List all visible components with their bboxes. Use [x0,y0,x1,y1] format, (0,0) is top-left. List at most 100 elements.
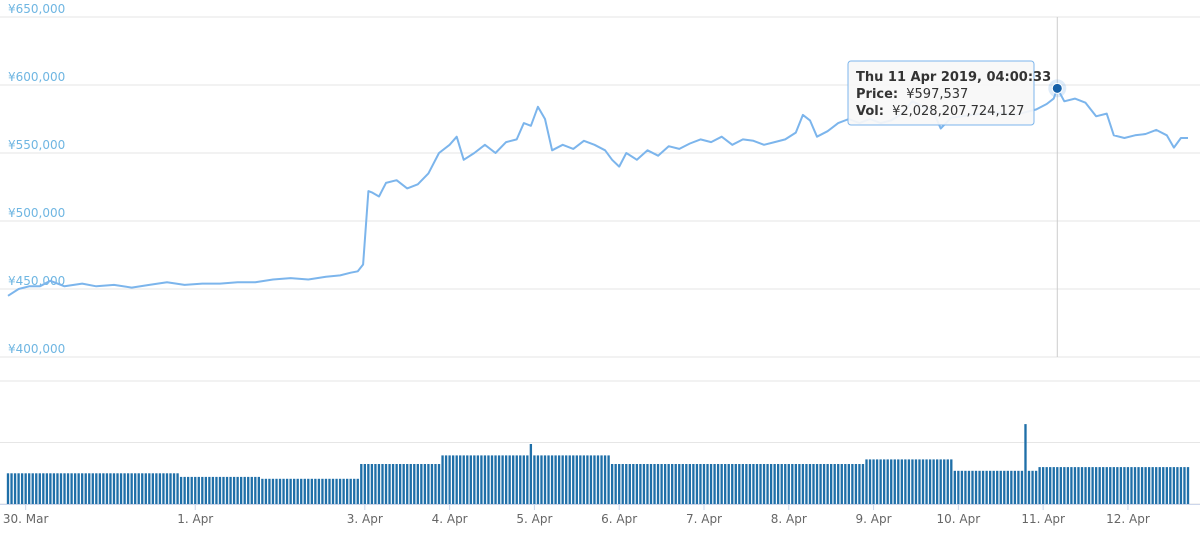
volume-bar[interactable] [116,473,119,505]
volume-bar[interactable] [20,473,24,505]
volume-bar[interactable] [663,464,667,504]
volume-bar[interactable] [996,470,999,504]
volume-bar[interactable] [519,455,522,504]
volume-bar[interactable] [300,478,303,504]
volume-bar[interactable] [780,464,783,504]
volume-bar[interactable] [42,473,45,505]
volume-bar[interactable] [522,455,525,504]
volume-bar[interactable] [1094,467,1098,504]
volume-bar[interactable] [285,478,289,504]
volume-bar[interactable] [73,473,77,505]
volume-bar[interactable] [565,455,568,504]
volume-bar[interactable] [695,464,699,504]
volume-bar[interactable] [988,470,992,504]
volume-bar[interactable] [646,464,649,504]
volume-bar[interactable] [1073,467,1077,504]
volume-bar[interactable] [1123,467,1126,504]
volume-bar[interactable] [635,464,639,504]
volume-bar[interactable] [526,455,529,504]
volume-bar[interactable] [879,459,882,504]
volume-bar[interactable] [752,464,755,504]
volume-bar[interactable] [1080,467,1084,504]
volume-bar[interactable] [1003,470,1006,504]
volume-bar[interactable] [953,470,956,504]
volume-bar[interactable] [293,478,296,504]
volume-bar[interactable] [1034,470,1038,504]
volume-bar[interactable] [936,459,939,504]
volume-bar[interactable] [865,459,868,504]
volume-bar[interactable] [169,473,172,505]
volume-bar[interactable] [1140,467,1144,504]
volume-bar[interactable] [1109,467,1112,504]
volume-bar[interactable] [1112,467,1115,504]
volume-bar[interactable] [900,459,903,504]
volume-bar[interactable] [388,464,391,504]
volume-bar[interactable] [1059,467,1062,504]
volume-bar[interactable] [1151,467,1154,504]
volume-bar[interactable] [398,464,402,504]
volume-bar[interactable] [656,464,660,504]
volume-bar[interactable] [303,478,306,504]
volume-bar[interactable] [232,476,236,504]
volume-bar[interactable] [38,473,41,505]
volume-bar[interactable] [847,464,850,504]
volume-bar[interactable] [1066,467,1070,504]
volume-bar[interactable] [6,473,10,505]
volume-bar[interactable] [501,455,504,504]
volume-bar[interactable] [201,476,204,504]
volume-bar[interactable] [243,476,246,504]
volume-bar[interactable] [904,459,907,504]
volume-bar[interactable] [264,478,268,504]
volume-bar[interactable] [741,464,745,504]
volume-bar[interactable] [413,464,416,504]
volume-bar[interactable] [759,464,762,504]
volume-bar[interactable] [134,473,137,505]
volume-bar[interactable] [667,464,670,504]
volume-bar[interactable] [328,478,331,504]
volume-bar[interactable] [483,455,487,504]
volume-bar[interactable] [105,473,109,505]
volume-bar[interactable] [229,476,232,504]
volume-bar[interactable] [1186,467,1190,504]
volume-bar[interactable] [805,464,808,504]
volume-bar[interactable] [66,473,70,505]
volume-bar[interactable] [777,464,780,504]
volume-bar[interactable] [162,473,165,505]
volume-bar[interactable] [434,464,437,504]
volume-bar[interactable] [918,459,921,504]
volume-bar[interactable] [183,476,186,504]
volume-bar[interactable] [314,478,317,504]
volume-bar[interactable] [257,476,260,504]
volume-bar[interactable] [317,478,321,504]
volume-bar[interactable] [596,455,600,504]
volume-bar[interactable] [1006,470,1009,504]
volume-bar[interactable] [914,459,918,504]
volume-bar[interactable] [1126,467,1130,504]
volume-bar[interactable] [24,473,27,505]
volume-bar[interactable] [872,459,875,504]
volume-bar[interactable] [529,444,533,504]
volume-bar[interactable] [603,455,607,504]
volume-bar[interactable] [992,470,995,504]
volume-bar[interactable] [960,470,964,504]
volume-bar[interactable] [628,464,631,504]
volume-bar[interactable] [738,464,741,504]
volume-bar[interactable] [423,464,427,504]
volume-bar[interactable] [946,459,949,504]
volume-bar[interactable] [190,476,193,504]
volume-bar[interactable] [911,459,914,504]
volume-bar[interactable] [374,464,377,504]
volume-bar[interactable] [165,473,169,505]
volume-bar[interactable] [112,473,116,505]
volume-bar[interactable] [833,464,836,504]
volume-bar[interactable] [674,464,677,504]
volume-bar[interactable] [240,476,243,504]
volume-bar[interactable] [1070,467,1073,504]
volume-bar[interactable] [172,473,176,505]
volume-bar[interactable] [808,464,812,504]
volume-bar[interactable] [391,464,395,504]
volume-bar[interactable] [84,473,87,505]
volume-bar[interactable] [769,464,773,504]
volume-bar[interactable] [614,464,617,504]
volume-bar[interactable] [1087,467,1091,504]
